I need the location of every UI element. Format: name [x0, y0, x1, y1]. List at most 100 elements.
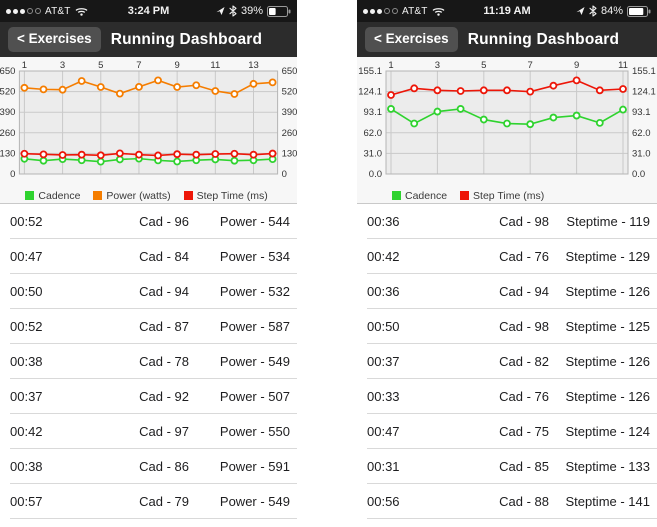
chart-legend: Cadence Step Time (ms): [357, 188, 657, 203]
status-bar: AT&T 11:19 AM 84%: [357, 0, 657, 22]
chart-legend: Cadence Power (watts) Step Time (ms): [0, 188, 297, 203]
svg-text:11: 11: [210, 60, 220, 71]
legend-label: Cadence: [38, 189, 81, 202]
lap-cadence: Cad - 92: [139, 389, 189, 404]
table-row[interactable]: 00:36 Cad - 98 Steptime - 119: [357, 204, 657, 239]
lap-time: 00:50: [367, 319, 400, 334]
svg-text:93.1: 93.1: [632, 107, 651, 118]
lap-metric: Steptime - 129: [565, 249, 650, 264]
legend-item: Cadence: [25, 190, 80, 202]
lap-cadence: Cad - 86: [139, 459, 189, 474]
page-title: Running Dashboard: [467, 30, 620, 48]
legend-label: Cadence: [405, 189, 448, 202]
signal-dot: [35, 8, 41, 14]
table-row[interactable]: 00:47 Cad - 75 Steptime - 124: [357, 414, 657, 449]
table-row[interactable]: 00:37 Cad - 92 Power - 507: [0, 379, 297, 414]
svg-text:0: 0: [282, 169, 287, 180]
lap-time: 00:50: [10, 284, 43, 299]
lap-cadence: Cad - 98: [499, 214, 549, 229]
legend-swatch-icon: [392, 191, 401, 200]
lap-metric: Steptime - 141: [565, 494, 650, 509]
location-arrow-icon: [576, 6, 585, 16]
table-row[interactable]: 00:52 Cad - 96 Power - 544: [0, 204, 297, 239]
svg-text:0: 0: [10, 169, 15, 180]
legend-item: Step Time (ms): [460, 190, 544, 202]
lap-cadence: Cad - 97: [139, 424, 189, 439]
lap-metric: Power - 549: [219, 354, 290, 369]
line-chart: 0.0 0.0 31.0 31.0 62.0 62.0 93.1 93.1 124.1 124.1…: [358, 60, 656, 180]
table-row[interactable]: 00:37 Cad - 82 Steptime - 126: [357, 344, 657, 379]
nav-bar: < Exercises Running Dashboard: [357, 22, 657, 57]
lap-time: 00:42: [367, 249, 400, 264]
lap-metric: Power - 550: [219, 424, 290, 439]
battery-percent-label: 39%: [240, 5, 263, 17]
table-row[interactable]: 00:57 Cad - 79 Power - 549: [0, 484, 297, 519]
svg-text:7: 7: [136, 60, 141, 71]
lap-metric: Power - 532: [219, 284, 290, 299]
lap-time: 00:42: [10, 424, 43, 439]
signal-dot: [363, 8, 368, 14]
table-row[interactable]: 00:52 Cad - 87 Power - 587: [0, 309, 297, 344]
status-bar: AT&T 3:24 PM 39%: [0, 0, 297, 22]
svg-text:155.1: 155.1: [358, 66, 382, 77]
svg-text:5: 5: [98, 60, 103, 71]
phone-screenshot-left: AT&T 3:24 PM 39%: [0, 0, 297, 527]
svg-text:62.0: 62.0: [632, 128, 651, 139]
table-row[interactable]: 00:38 Cad - 78 Power - 549: [0, 344, 297, 379]
table-row[interactable]: 00:56 Cad - 88 Steptime - 141: [357, 484, 657, 519]
table-row[interactable]: 00:33 Cad - 76 Steptime - 126: [357, 379, 657, 414]
lap-time: 00:47: [367, 424, 400, 439]
signal-dot: [377, 8, 382, 14]
lap-cadence: Cad - 78: [139, 354, 189, 369]
table-row[interactable]: 00:50 Cad - 94 Power - 532: [0, 274, 297, 309]
svg-text:130: 130: [282, 148, 297, 159]
svg-text:1: 1: [22, 60, 27, 71]
svg-text:11: 11: [618, 60, 628, 71]
table-row[interactable]: 00:38 Cad - 86 Power - 591: [0, 449, 297, 484]
table-row[interactable]: 00:50 Cad - 98 Steptime - 125: [357, 309, 657, 344]
wifi-icon: [75, 8, 88, 16]
wifi-icon: [432, 8, 445, 16]
svg-text:5: 5: [481, 60, 486, 71]
chart-section: 0 0 130 130 260 260 390 390 520 520 650 650 1 3 5 7 9 11 1…: [0, 57, 297, 203]
signal-dot: [6, 8, 11, 14]
lap-cadence: Cad - 75: [499, 424, 549, 439]
lap-time: 00:52: [10, 319, 43, 334]
legend-item: Cadence: [392, 190, 447, 202]
bluetooth-icon: [589, 5, 597, 17]
signal-dot: [384, 8, 390, 14]
lap-metric: Power - 587: [219, 319, 290, 334]
lap-metric: Steptime - 124: [565, 424, 650, 439]
svg-text:62.0: 62.0: [364, 128, 383, 139]
lap-table: 00:52 Cad - 96 Power - 544 00:47 Cad - 84 Pow…: [0, 203, 297, 519]
table-row[interactable]: 00:36 Cad - 94 Steptime - 126: [357, 274, 657, 309]
signal-dot: [392, 8, 398, 14]
svg-text:31.0: 31.0: [632, 148, 651, 159]
table-row[interactable]: 00:47 Cad - 84 Power - 534: [0, 239, 297, 274]
svg-text:124.1: 124.1: [358, 87, 382, 98]
table-row[interactable]: 00:42 Cad - 97 Power - 550: [0, 414, 297, 449]
svg-text:520: 520: [282, 87, 297, 98]
svg-text:390: 390: [282, 107, 297, 118]
legend-label: Power (watts): [106, 189, 171, 202]
back-button[interactable]: < Exercises: [8, 27, 101, 52]
table-row[interactable]: 00:42 Cad - 76 Steptime - 129: [357, 239, 657, 274]
signal-dot: [20, 8, 25, 14]
svg-text:130: 130: [0, 148, 15, 159]
legend-label: Step Time (ms): [196, 189, 268, 202]
table-row[interactable]: 00:31 Cad - 85 Steptime - 133: [357, 449, 657, 484]
lap-time: 00:38: [10, 354, 43, 369]
signal-dot: [27, 8, 33, 14]
legend-swatch-icon: [25, 191, 35, 200]
page-title: Running Dashboard: [110, 30, 263, 48]
signal-dot: [370, 8, 375, 14]
back-button[interactable]: < Exercises: [365, 27, 458, 52]
svg-text:7: 7: [528, 60, 533, 71]
legend-label: Step Time (ms): [473, 189, 545, 202]
signal-dots-icon: [363, 8, 398, 14]
nav-bar: < Exercises Running Dashboard: [0, 22, 297, 57]
lap-time: 00:56: [367, 494, 400, 509]
svg-text:260: 260: [0, 128, 15, 139]
lap-metric: Power - 534: [219, 249, 290, 264]
